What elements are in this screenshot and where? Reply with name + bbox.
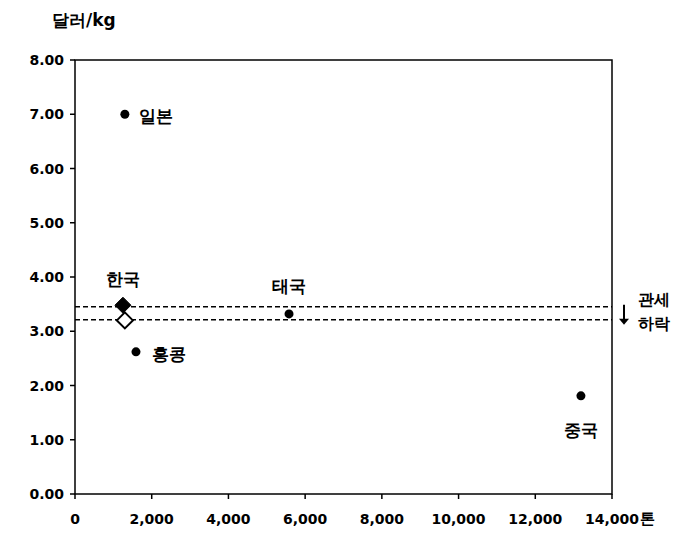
- y-tick: [70, 114, 75, 116]
- x-tick-label: 12,000: [508, 511, 562, 527]
- y-tick: [70, 331, 75, 333]
- annotation: 관세: [638, 290, 670, 309]
- x-tick-label: 14,000: [585, 511, 639, 527]
- y-tick-label: 4.00: [29, 269, 64, 285]
- x-tick: [74, 494, 76, 499]
- reference-line: [75, 319, 612, 321]
- point-label: 중국: [564, 420, 598, 440]
- y-tick-label: 0.00: [29, 486, 64, 502]
- point: [576, 391, 585, 400]
- y-tick: [70, 276, 75, 278]
- x-tick: [381, 494, 383, 499]
- x-tick-label: 2,000: [130, 511, 175, 527]
- y-tick-label: 1.00: [29, 432, 64, 448]
- y-tick-label: 3.00: [29, 323, 64, 339]
- x-tick-label: 8,000: [360, 511, 405, 527]
- x-tick: [458, 494, 460, 499]
- point-label: 태국: [272, 276, 306, 296]
- x-tick: [611, 494, 613, 499]
- y-tick: [70, 439, 75, 441]
- x-tick: [304, 494, 306, 499]
- point: [117, 312, 133, 328]
- annotation-arrowhead: [619, 319, 629, 325]
- y-tick-label: 7.00: [29, 106, 64, 122]
- plot-frame: [75, 60, 612, 494]
- chart: 0.00 1.00 2.00 3.00 4.00 5.00 6.00 7.00 8.00 0 2,0…: [0, 0, 699, 536]
- point: [115, 297, 131, 313]
- point-labels: 일본태국홍콩중국 한국: [106, 106, 598, 440]
- x-tick-label: 4,000: [206, 511, 251, 527]
- point: [131, 347, 140, 356]
- x-tick-label: 0: [70, 511, 80, 527]
- x-tick-label: 10,000: [432, 511, 486, 527]
- point-label: 홍콩: [152, 344, 186, 364]
- y-axis-label: 달러/kg: [52, 10, 116, 30]
- y-tick: [70, 222, 75, 224]
- x-tick: [535, 494, 537, 499]
- y-tick: [70, 59, 75, 61]
- point: [120, 110, 129, 119]
- point-label: 일본: [139, 106, 173, 126]
- reference-line: [75, 306, 612, 308]
- y-tick-label: 8.00: [29, 52, 64, 68]
- y-tick: [70, 168, 75, 170]
- background: [0, 0, 699, 536]
- points: [115, 110, 585, 401]
- x-tick: [151, 494, 153, 499]
- y-tick-label: 6.00: [29, 161, 64, 177]
- y-tick: [70, 385, 75, 387]
- x-tick-label: 6,000: [283, 511, 328, 527]
- point-label: 한국: [106, 269, 140, 289]
- reference-lines: [75, 307, 612, 320]
- annotation: 하락: [638, 314, 670, 333]
- point: [285, 309, 294, 318]
- y-tick-label: 5.00: [29, 215, 64, 231]
- x-axis-label: 톤: [640, 510, 655, 528]
- x-tick: [228, 494, 230, 499]
- y-tick-label: 2.00: [29, 378, 64, 394]
